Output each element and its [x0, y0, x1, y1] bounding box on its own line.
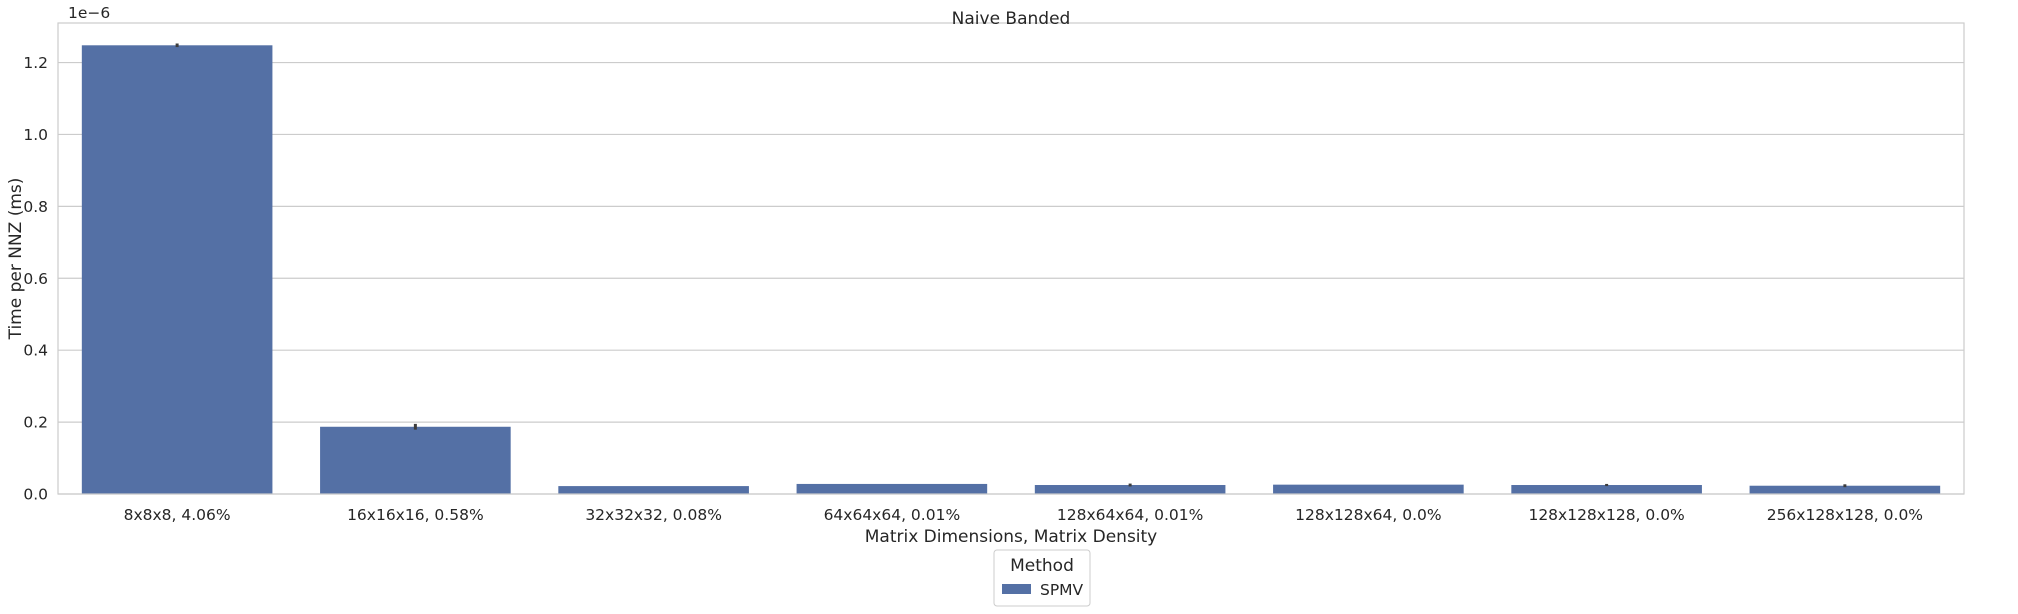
bar — [1034, 485, 1226, 494]
y-tick-label: 0.2 — [23, 414, 48, 432]
plot-frame — [57, 22, 1965, 495]
y-tick-label: 0.4 — [23, 342, 48, 360]
legend-label-spmv: SPMV — [1040, 581, 1084, 599]
x-tick-label: 128x64x64, 0.01% — [1057, 506, 1203, 524]
error-bars — [175, 43, 1847, 488]
bar — [1511, 485, 1702, 494]
y-tick-label: 1.2 — [23, 54, 48, 72]
bar — [81, 45, 273, 495]
y-tick-label: 0.6 — [23, 270, 48, 288]
bar — [796, 483, 988, 494]
gridlines — [58, 61, 1964, 495]
x-tick-label: 256x128x128, 0.0% — [1767, 506, 1923, 524]
y-tick-label: 0.8 — [23, 198, 48, 216]
legend-swatch-spmv — [1002, 584, 1031, 594]
x-axis-label: Matrix Dimensions, Matrix Density — [865, 527, 1158, 547]
bar — [558, 486, 749, 494]
y-tick-label: 0.0 — [23, 486, 48, 504]
plot-area — [58, 23, 1964, 494]
y-tick-label: 1.0 — [23, 126, 48, 144]
bar — [1273, 484, 1464, 494]
x-tick-label: 128x128x128, 0.0% — [1528, 506, 1684, 524]
y-axis-label: Time per NNZ (ms) — [6, 178, 26, 341]
chart-title: Naive Banded — [952, 9, 1071, 29]
x-tick-label: 64x64x64, 0.01% — [824, 506, 961, 524]
x-tick-label: 16x16x16, 0.58% — [347, 506, 484, 524]
x-tick-label: 128x128x64, 0.0% — [1295, 506, 1441, 524]
x-tick-label: 8x8x8, 4.06% — [124, 506, 231, 524]
y-axis-offset-label: 1e−6 — [68, 4, 110, 22]
bar — [320, 426, 511, 494]
legend: Method SPMV — [993, 549, 1091, 607]
bars — [81, 45, 1941, 495]
x-axis-ticks: 8x8x8, 4.06% 16x16x16, 0.58% 32x32x32, 0.0… — [124, 506, 1923, 524]
bar — [1749, 485, 1941, 494]
axes-frame — [57, 22, 1965, 495]
y-axis-ticks: 0.0 0.2 0.4 0.6 0.8 1.0 1.2 — [23, 54, 48, 503]
legend-title: Method — [1010, 556, 1074, 576]
x-tick-label: 32x32x32, 0.08% — [585, 506, 722, 524]
